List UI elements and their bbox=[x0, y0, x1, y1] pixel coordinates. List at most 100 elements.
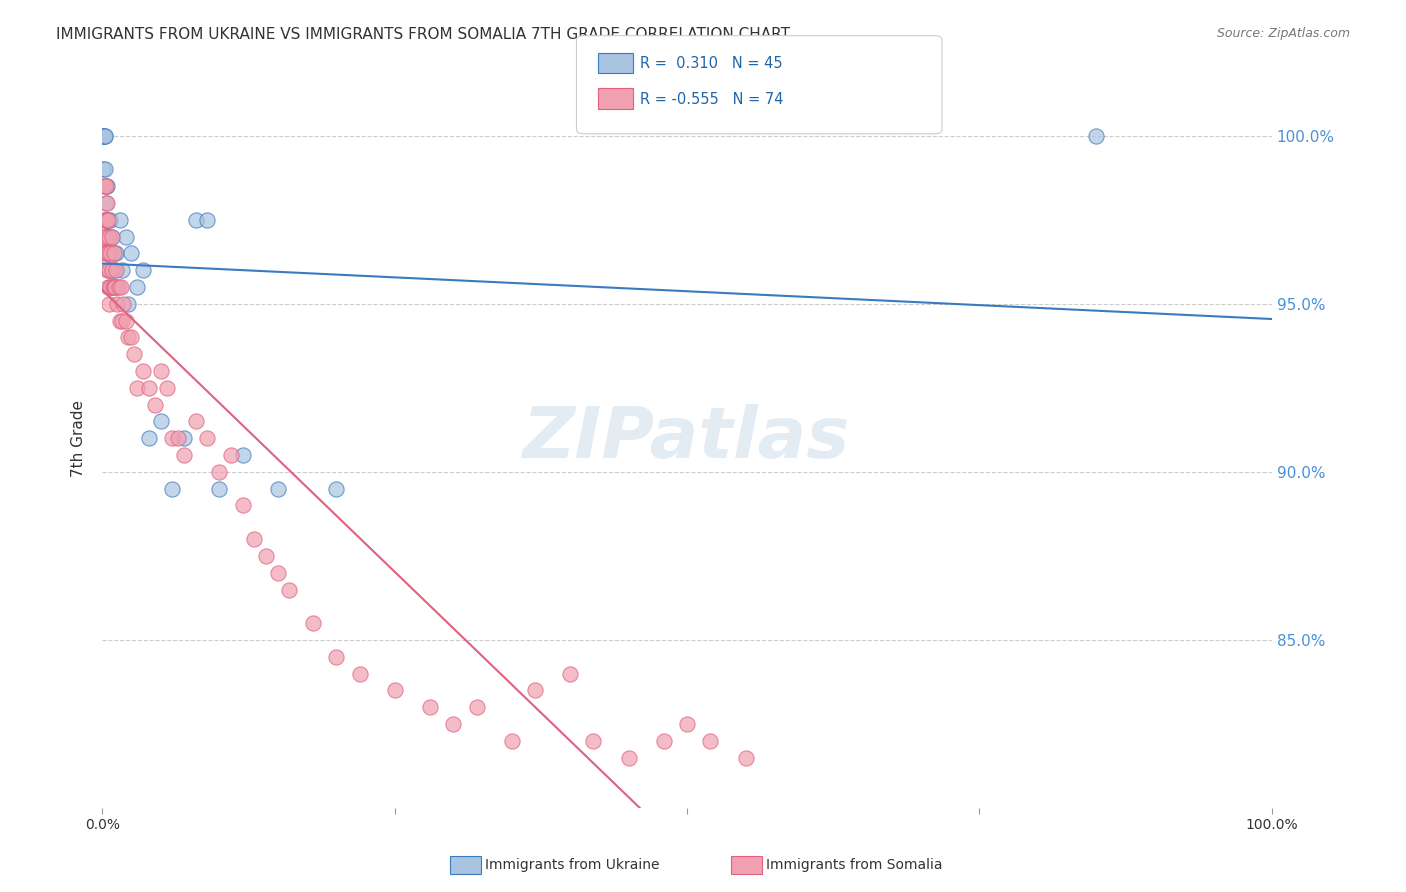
Point bbox=[93, 128, 115, 143]
Point bbox=[197, 431, 219, 445]
Point bbox=[94, 212, 117, 227]
Point bbox=[100, 212, 122, 227]
Point bbox=[117, 297, 139, 311]
Point bbox=[278, 582, 301, 597]
Point bbox=[100, 280, 122, 294]
Point bbox=[117, 330, 139, 344]
Point bbox=[93, 162, 115, 177]
Point bbox=[127, 381, 149, 395]
Point bbox=[184, 212, 207, 227]
Point bbox=[96, 179, 118, 194]
Point bbox=[94, 179, 117, 194]
Point bbox=[93, 212, 115, 227]
Point bbox=[96, 212, 118, 227]
Point bbox=[97, 280, 120, 294]
Point bbox=[105, 263, 128, 277]
Point bbox=[582, 733, 605, 747]
Point bbox=[94, 229, 117, 244]
Point bbox=[93, 179, 115, 194]
Point bbox=[100, 263, 122, 277]
Point bbox=[162, 431, 184, 445]
Point bbox=[100, 229, 122, 244]
Point bbox=[100, 263, 122, 277]
Text: R = -0.555   N = 74: R = -0.555 N = 74 bbox=[640, 92, 783, 106]
Point bbox=[93, 179, 115, 194]
Point bbox=[96, 196, 118, 211]
Point bbox=[98, 263, 121, 277]
Point bbox=[103, 246, 125, 260]
Point bbox=[465, 700, 488, 714]
Point bbox=[104, 280, 127, 294]
Point bbox=[266, 566, 288, 580]
Point bbox=[93, 229, 115, 244]
Point bbox=[208, 465, 231, 479]
Point bbox=[100, 280, 122, 294]
Point bbox=[167, 431, 190, 445]
Point bbox=[676, 717, 699, 731]
Text: Immigrants from Ukraine: Immigrants from Ukraine bbox=[485, 858, 659, 872]
Point bbox=[132, 364, 155, 378]
Point bbox=[107, 280, 129, 294]
Point bbox=[111, 263, 134, 277]
Point bbox=[108, 313, 131, 327]
Point bbox=[98, 297, 121, 311]
Point bbox=[93, 128, 115, 143]
Point bbox=[108, 212, 131, 227]
Point bbox=[120, 330, 142, 344]
Point bbox=[384, 683, 406, 698]
Point bbox=[441, 717, 464, 731]
Point bbox=[734, 750, 756, 764]
Text: ZIPatlas: ZIPatlas bbox=[523, 404, 851, 473]
Point bbox=[110, 280, 132, 294]
Point bbox=[1085, 128, 1108, 143]
Point bbox=[143, 398, 166, 412]
Point bbox=[266, 482, 288, 496]
Point bbox=[524, 683, 547, 698]
Point bbox=[94, 229, 117, 244]
Point bbox=[101, 280, 124, 294]
Point bbox=[243, 532, 266, 546]
Point bbox=[96, 212, 118, 227]
Point bbox=[98, 229, 121, 244]
Point bbox=[122, 347, 145, 361]
Point bbox=[197, 212, 219, 227]
Text: Immigrants from Somalia: Immigrants from Somalia bbox=[766, 858, 943, 872]
Point bbox=[97, 212, 120, 227]
Point bbox=[103, 280, 125, 294]
Point bbox=[162, 482, 184, 496]
Point bbox=[127, 280, 149, 294]
Point bbox=[419, 700, 441, 714]
Point bbox=[173, 431, 195, 445]
Point bbox=[105, 246, 128, 260]
Point bbox=[254, 549, 277, 563]
Point bbox=[301, 616, 323, 631]
Text: IMMIGRANTS FROM UKRAINE VS IMMIGRANTS FROM SOMALIA 7TH GRADE CORRELATION CHART: IMMIGRANTS FROM UKRAINE VS IMMIGRANTS FR… bbox=[56, 27, 790, 42]
Point bbox=[94, 212, 117, 227]
Point bbox=[111, 313, 134, 327]
Point bbox=[699, 733, 721, 747]
Point bbox=[93, 229, 115, 244]
Point bbox=[104, 263, 127, 277]
Point bbox=[96, 229, 118, 244]
Point bbox=[138, 431, 160, 445]
Point bbox=[94, 246, 117, 260]
Point bbox=[232, 448, 254, 462]
Point bbox=[617, 750, 640, 764]
Point bbox=[173, 448, 195, 462]
Point bbox=[120, 246, 142, 260]
Point bbox=[96, 263, 118, 277]
Point bbox=[100, 246, 122, 260]
Point bbox=[501, 733, 523, 747]
Point bbox=[155, 381, 177, 395]
Point bbox=[149, 364, 172, 378]
Text: Source: ZipAtlas.com: Source: ZipAtlas.com bbox=[1216, 27, 1350, 40]
Point bbox=[149, 414, 172, 428]
Point bbox=[114, 313, 136, 327]
Point bbox=[93, 246, 115, 260]
Point bbox=[325, 649, 347, 664]
Point bbox=[93, 128, 115, 143]
Point bbox=[184, 414, 207, 428]
Point bbox=[232, 499, 254, 513]
Point bbox=[114, 229, 136, 244]
Point bbox=[98, 263, 121, 277]
